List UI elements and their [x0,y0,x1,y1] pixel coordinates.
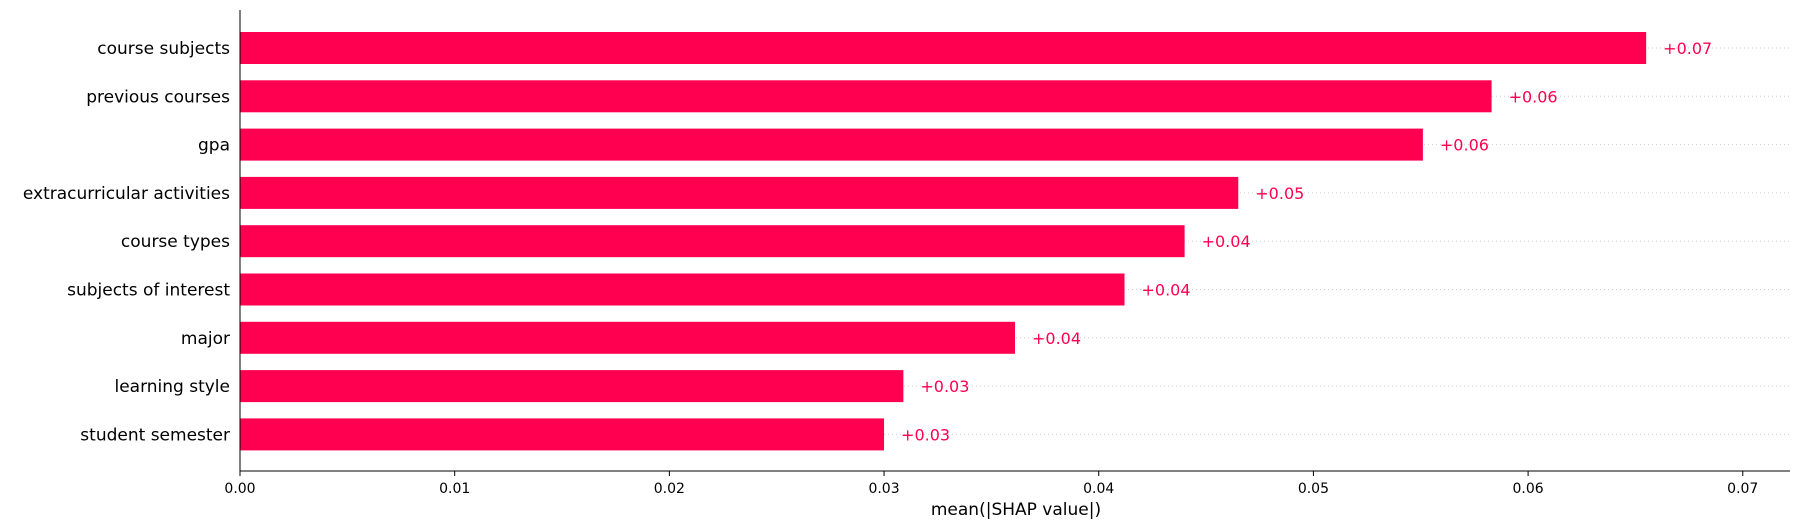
value-label: +0.04 [1202,232,1251,251]
y-axis-labels: course subjects previous courses gpa extrac… [23,39,230,445]
x-axis-title: mean(|SHAP value|) [931,500,1101,520]
bar-course-subjects [240,32,1647,64]
value-label: +0.05 [1255,184,1304,203]
bar-subjects-of-interest [240,273,1125,306]
feature-label: learning style [114,377,230,397]
bar-extracurricular-activities [240,176,1239,209]
feature-label: course subjects [97,39,230,59]
bar-major [240,321,1015,354]
bars [240,32,1647,451]
x-axis-ticks: 0.00 0.01 0.02 0.03 0.04 0.05 0.06 0.07 [224,471,1758,497]
feature-label: major [181,329,230,349]
x-tick-label: 0.07 [1727,481,1758,497]
axes [239,10,1790,472]
bar-learning-style [240,370,904,403]
value-label: +0.04 [1032,329,1081,348]
bar-previous-courses [240,80,1492,113]
bar-course-types [240,225,1185,258]
x-tick-label: 0.00 [224,481,255,497]
x-tick-label: 0.04 [1083,481,1114,497]
bar-gpa [240,128,1423,161]
bar-student-semester [240,418,885,451]
x-tick-label: 0.06 [1513,481,1544,497]
feature-label: course types [121,232,230,252]
feature-label: extracurricular activities [23,184,230,204]
value-label: +0.06 [1440,136,1489,155]
x-tick-label: 0.05 [1298,481,1329,497]
x-tick-label: 0.03 [868,481,899,497]
value-label: +0.03 [901,425,950,444]
value-label: +0.03 [920,377,969,396]
x-tick-label: 0.01 [439,481,470,497]
feature-label: previous courses [86,87,230,107]
value-label: +0.06 [1509,87,1558,106]
value-label: +0.04 [1141,281,1190,300]
value-label: +0.07 [1663,39,1712,58]
feature-label: student semester [80,425,230,445]
x-tick-label: 0.02 [654,481,685,497]
feature-label: gpa [198,136,230,156]
feature-label: subjects of interest [67,281,230,301]
value-labels: +0.07 +0.06 +0.06 +0.05 +0.04 +0.04 +0.04 +0.03… [901,39,1712,444]
